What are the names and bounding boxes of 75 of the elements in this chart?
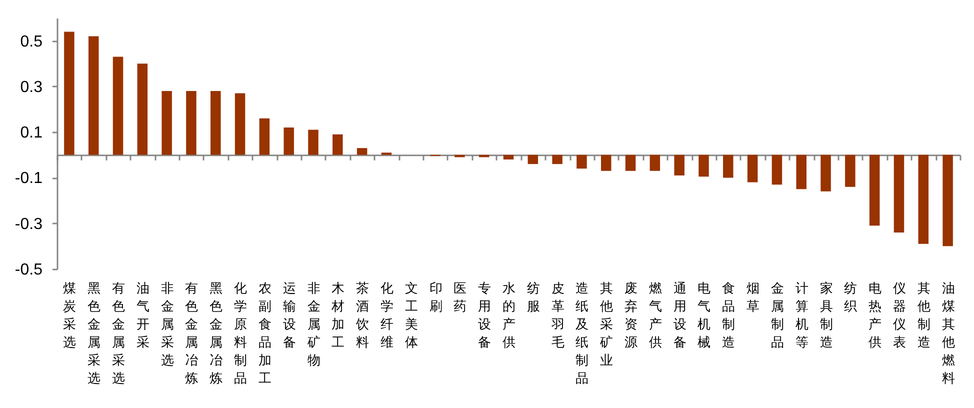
bar: [259, 118, 270, 155]
x-tick-label: 通用设备: [673, 282, 686, 350]
bar: [796, 154, 806, 190]
bar: [137, 64, 148, 155]
bar: [234, 93, 246, 155]
bar: [308, 130, 318, 155]
x-tick-label: 其他采矿业: [599, 282, 614, 368]
x-tick-label: 皮革羽毛: [550, 282, 564, 350]
x-tick-label: 专用设备: [478, 282, 492, 350]
bar: [552, 154, 562, 164]
x-tick-label: 食品制造: [722, 282, 736, 350]
bar: [820, 154, 831, 192]
x-tick-label: 有色金属采选: [112, 282, 126, 386]
bar: [112, 56, 124, 155]
bar: [186, 91, 196, 155]
y-tick-label: -0.5: [14, 262, 43, 278]
x-tick-label: 化学原料制品: [234, 282, 248, 386]
x-tick-label: 水的产供: [502, 282, 516, 350]
x-tick-label: 黑色金属采选: [88, 282, 101, 386]
bar: [894, 154, 904, 232]
x-tick-label: 油煤其他燃料: [942, 282, 955, 386]
bar: [528, 154, 538, 164]
bar: [650, 154, 660, 171]
bar: [942, 154, 953, 246]
bar: [576, 154, 587, 169]
y-tick-label: -0.1: [14, 170, 43, 188]
bar: [723, 154, 734, 178]
x-tick-label: 木材加工: [330, 282, 345, 350]
x-tick-label: 废弃资源: [624, 282, 638, 350]
bar: [674, 154, 684, 176]
x-tick-label: 印刷: [429, 282, 442, 314]
x-tick-label: 纺服: [526, 282, 540, 314]
bar: [162, 91, 172, 155]
x-tick-label: 非金属采选: [160, 282, 174, 368]
x-tick-label: 文工美体: [404, 282, 418, 350]
bar: [356, 148, 368, 155]
bar: [332, 134, 343, 155]
x-tick-label: 电气机械: [698, 282, 711, 350]
bar: [210, 91, 221, 155]
x-tick-label: 纺织: [844, 282, 858, 314]
bar: [845, 154, 856, 187]
bar: [284, 128, 294, 155]
x-tick-label: 农副食品加工: [258, 282, 272, 386]
bar: [625, 154, 636, 171]
x-tick-label: 有色金属冶炼: [185, 282, 198, 386]
x-tick-label: 煤炭采选: [63, 282, 76, 350]
x-tick-label: 油气开采: [136, 282, 150, 350]
bar: [772, 154, 782, 185]
bar: [918, 154, 929, 244]
bar: [747, 154, 758, 182]
x-tick-label: 烟草: [746, 282, 760, 314]
x-tick-label: 化学纤维: [380, 282, 394, 350]
x-tick-label: 茶酒饮料: [355, 282, 370, 350]
bar: [869, 154, 880, 226]
y-tick-label: 0.3: [20, 78, 43, 96]
x-tick-label: 金属制品: [770, 282, 784, 350]
bar: [88, 36, 99, 155]
x-tick-label: 黑色金属冶炼: [210, 282, 223, 386]
x-tick-label: 其他制造: [917, 282, 930, 350]
bar: [64, 32, 74, 155]
x-tick-label: 计算机等: [795, 282, 808, 350]
x-tick-label: 家具制造: [820, 280, 833, 350]
x-tick-label: 造纸及纸制品: [576, 282, 589, 386]
y-tick-label: -0.3: [14, 216, 43, 233]
x-tick-label: 非金属矿物: [306, 282, 320, 368]
bar: [503, 154, 514, 160]
x-tick-label: 医药: [454, 282, 467, 314]
bar: [600, 154, 612, 171]
x-tick-label: 运输设备: [282, 282, 296, 350]
y-tick-label: 0.5: [20, 33, 43, 50]
bar: [698, 154, 709, 177]
x-tick-label: 燃气产供: [648, 282, 662, 350]
y-tick-label: 0.1: [20, 124, 43, 142]
x-tick-label: 电热产供: [868, 282, 882, 350]
x-tick-label: 仪器仪表: [892, 282, 906, 350]
